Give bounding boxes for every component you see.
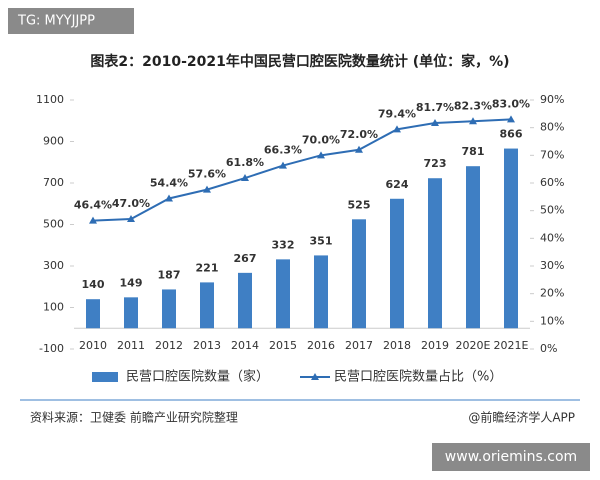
legend-swatch	[92, 372, 118, 382]
bar	[504, 148, 518, 329]
bar	[314, 255, 328, 329]
line-value-label: 66.3%	[264, 144, 302, 157]
line-marker	[393, 125, 401, 133]
y-tick-label: 700	[43, 176, 64, 189]
line	[92, 118, 512, 222]
y2-tick-label: 60%	[540, 176, 564, 189]
bar-value-label: 351	[310, 234, 333, 247]
chart-title: 图表2：2010-2021年中国民营口腔医院数量统计 (单位：家，%)	[90, 53, 509, 70]
y2-tick-label: 10%	[540, 314, 564, 327]
y2-tick-label: 40%	[540, 231, 564, 244]
line-marker	[165, 194, 173, 202]
bar-value-label: 525	[348, 198, 371, 211]
credit: @前瞻经济学人APP	[468, 410, 575, 425]
y2-tick-label: 80%	[540, 121, 564, 134]
bar	[162, 289, 176, 329]
line-value-label: 82.3%	[454, 99, 492, 112]
line-value-label: 57.6%	[188, 168, 226, 181]
x-tick-label: 2021E	[494, 339, 529, 352]
bar-value-label: 140	[82, 278, 105, 291]
line-marker	[241, 174, 249, 182]
y2-tick-label: 30%	[540, 259, 564, 272]
line-marker	[355, 145, 363, 153]
y2-tick-label: 20%	[540, 287, 564, 300]
bar	[466, 166, 480, 329]
y-tick-label: 300	[43, 259, 64, 272]
y2-tick-label: 70%	[540, 148, 564, 161]
bar-value-label: 149	[120, 276, 143, 289]
line-value-label: 81.7%	[416, 101, 454, 114]
y2-tick-label: 50%	[540, 204, 564, 217]
bar-value-label: 221	[196, 261, 219, 274]
y-tick-label: 900	[43, 135, 64, 148]
line-marker	[89, 216, 97, 224]
bar	[124, 297, 138, 329]
bar-value-label: 187	[158, 268, 181, 281]
bar-value-label: 332	[272, 238, 295, 251]
x-tick-label: 2011	[117, 339, 145, 352]
y-tick-label: 100	[43, 301, 64, 314]
bar	[428, 178, 442, 329]
bar-value-label: 267	[234, 252, 257, 265]
bar	[276, 259, 290, 329]
bar	[238, 272, 252, 329]
bar-value-label: 781	[462, 145, 485, 158]
x-tick-label: 2019	[421, 339, 449, 352]
line-value-label: 83.0%	[492, 97, 530, 110]
bar	[86, 299, 100, 329]
y-tick-label: -100	[39, 342, 64, 355]
y-tick-label: 500	[43, 218, 64, 231]
line-marker	[127, 214, 135, 222]
source: 资料来源：卫健委 前瞻产业研究院整理	[30, 410, 238, 425]
line-marker	[279, 161, 287, 169]
line-value-label: 54.4%	[150, 176, 188, 189]
line-marker	[431, 118, 439, 126]
legend-label: 民营口腔医院数量占比（%）	[334, 370, 502, 385]
x-tick-label: 2010	[79, 339, 107, 352]
line-value-label: 47.0%	[112, 197, 150, 210]
line-marker	[317, 151, 325, 159]
x-tick-label: 2018	[383, 339, 411, 352]
tag: TG: MYYJJPP	[17, 14, 95, 29]
x-tick-label: 2014	[231, 339, 259, 352]
x-tick-label: 2017	[345, 339, 373, 352]
line-value-label: 79.4%	[378, 107, 416, 120]
tag-box	[8, 8, 134, 34]
bar	[390, 198, 404, 329]
website-box	[432, 443, 590, 471]
line-marker	[203, 185, 211, 193]
x-tick-label: 2013	[193, 339, 221, 352]
y2-tick-label: 90%	[540, 93, 564, 106]
y-tick-label: 1100	[36, 93, 64, 106]
line-value-label: 72.0%	[340, 128, 378, 141]
line-value-label: 61.8%	[226, 156, 264, 169]
bar-value-label: 723	[424, 157, 447, 170]
line-value-label: 46.4%	[74, 199, 112, 212]
line-marker	[469, 117, 477, 125]
website: www.oriemins.com	[445, 449, 577, 465]
x-tick-label: 2016	[307, 339, 335, 352]
x-tick-label: 2015	[269, 339, 297, 352]
legend-marker	[311, 373, 319, 380]
bar	[352, 219, 366, 329]
bar-value-label: 866	[500, 128, 523, 141]
x-tick-label: 2020E	[456, 339, 491, 352]
line-marker	[507, 115, 515, 123]
y2-tick-label: 0%	[540, 342, 557, 355]
legend-label: 民营口腔医院数量（家）	[126, 369, 269, 385]
line-value-label: 70.0%	[302, 133, 340, 146]
x-tick-label: 2012	[155, 339, 183, 352]
bar-value-label: 624	[386, 178, 409, 191]
bar	[200, 282, 214, 329]
